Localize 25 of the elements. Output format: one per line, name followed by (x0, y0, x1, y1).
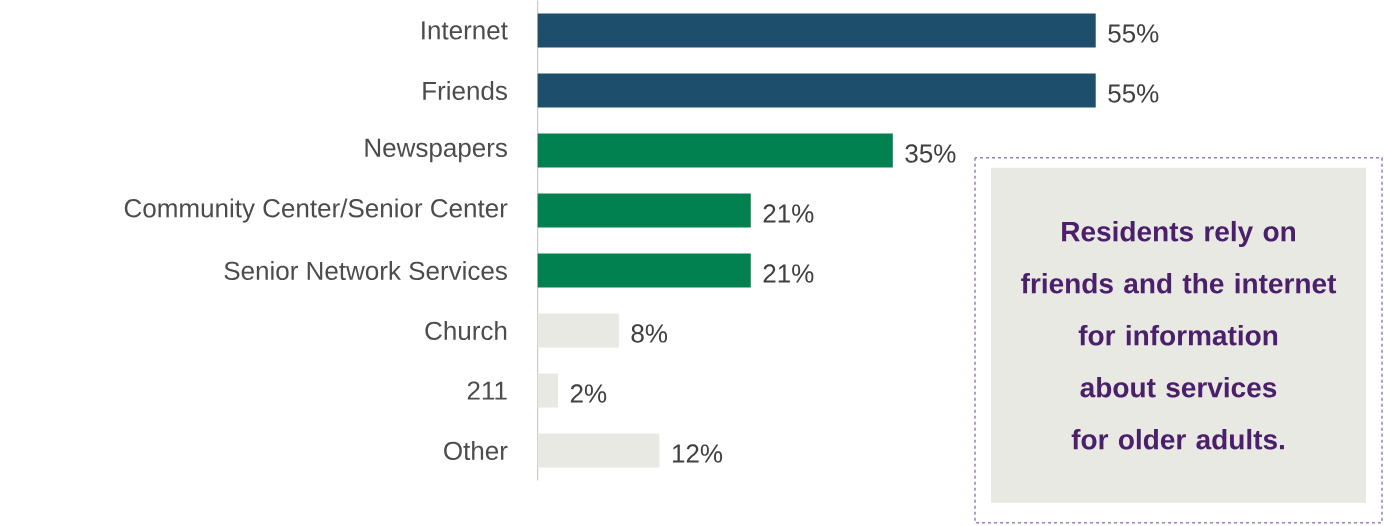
data-label: 55% (1108, 24, 1159, 43)
data-label: 12% (672, 444, 723, 463)
data-label: 21% (763, 264, 814, 283)
y-tick-label: Other (444, 441, 508, 461)
bar (537, 133, 893, 168)
bar (537, 313, 619, 348)
bar (537, 193, 751, 228)
y-tick-label: Newspapers (365, 139, 507, 163)
bar (537, 433, 660, 468)
annotation: Residents rely on friends and the internet for information about services for older adults. (1021, 221, 1337, 450)
y-tick-label: Friends (423, 81, 507, 101)
y-tick-label: 211 (467, 381, 507, 400)
data-label: 8% (631, 324, 668, 343)
bar (537, 73, 1096, 108)
bar (537, 253, 751, 288)
data-label: 35% (905, 144, 956, 163)
y-tick-label: Church (425, 321, 507, 341)
y-tick-label: Internet (422, 21, 508, 40)
data-label: 2% (570, 384, 607, 403)
data-label: 21% (763, 204, 814, 223)
data-label: 55% (1108, 84, 1159, 103)
bar (537, 373, 558, 408)
y-tick-label: Senior Network Services (224, 261, 507, 281)
y-tick-label: Community Center/Senior Center (124, 198, 508, 223)
bar (537, 13, 1096, 48)
